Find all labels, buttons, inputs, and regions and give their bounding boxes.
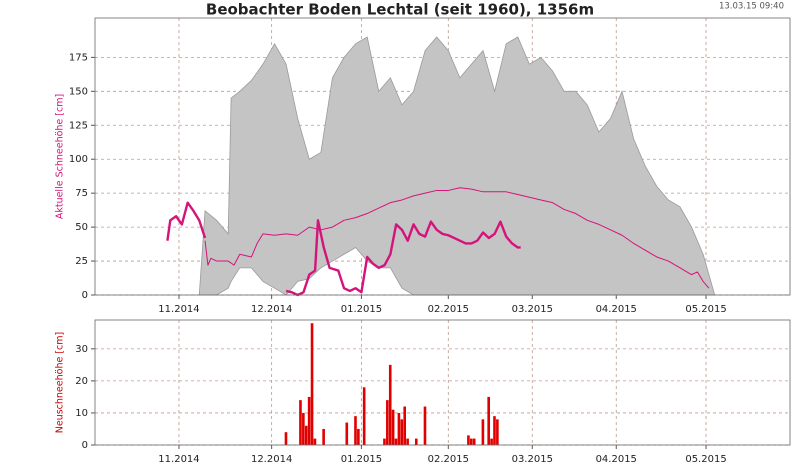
y-tick-label: 10 [75,408,88,419]
x-tick-label: 02.2015 [428,454,469,464]
y-axis-label: Aktuelle Schneehöhe [cm] [55,94,66,219]
y-tick-label: 150 [69,86,88,97]
bar [310,323,314,445]
chart-title: Beobachter Boden Lechtal (seit 1960), 13… [206,1,594,19]
y-tick-label: 175 [69,52,88,63]
bar [383,438,386,445]
snow-line [204,187,710,289]
bar [304,425,308,445]
x-tick-label: 03.2015 [512,304,553,315]
x-tick-label: 01.2015 [341,454,382,464]
snow-line [166,201,521,297]
bar [299,400,302,445]
y-tick-label: 25 [75,256,88,267]
x-tick-label: 01.2015 [341,304,382,315]
x-tick-label: 03.2015 [512,454,553,464]
bar [362,387,366,445]
bar [284,432,288,445]
y-axis-label: Neuschneehöhe [cm] [55,332,66,434]
bar [400,419,404,445]
bar [388,364,392,445]
x-tick-label: 12.2014 [251,304,292,315]
x-tick-label: 05.2015 [685,304,726,315]
x-tick-label: 05.2015 [685,454,726,464]
y-tick-label: 20 [75,376,88,387]
bar [357,428,360,445]
x-tick-label: 04.2015 [596,304,637,315]
bar [423,406,427,445]
x-tick-label: 12.2014 [251,454,292,464]
bar [391,409,395,445]
plot-frame [94,17,791,296]
bar [496,419,499,445]
y-tick-label: 30 [75,344,88,355]
bar [414,438,418,445]
x-tick-label: 02.2015 [428,304,469,315]
y-tick-label: 0 [82,440,88,451]
bar [302,412,305,445]
bar [394,438,398,445]
y-tick-label: 50 [75,222,88,233]
y-tick-label: 125 [69,120,88,131]
y-tick-label: 75 [75,188,88,199]
bar [386,400,389,445]
bar [406,438,409,445]
bar [403,406,407,445]
bar [487,396,490,445]
timestamp: 13.03.15 09:40 [719,2,784,12]
bar [345,422,349,445]
bar [467,435,470,445]
bar [322,428,325,445]
bar [397,412,401,445]
y-tick-label: 0 [82,290,88,301]
x-tick-label: 04.2015 [596,454,637,464]
plot-area [95,320,790,445]
bar [490,438,493,445]
bar [472,438,476,445]
bar [354,416,357,445]
bar [313,438,317,445]
plot-frame [94,319,791,446]
x-tick-label: 11.2014 [158,304,199,315]
x-tick-label: 11.2014 [158,454,199,464]
bar [481,419,485,445]
bar [470,438,473,445]
y-tick-label: 100 [69,154,88,165]
bar [493,416,496,445]
bar [307,396,311,445]
